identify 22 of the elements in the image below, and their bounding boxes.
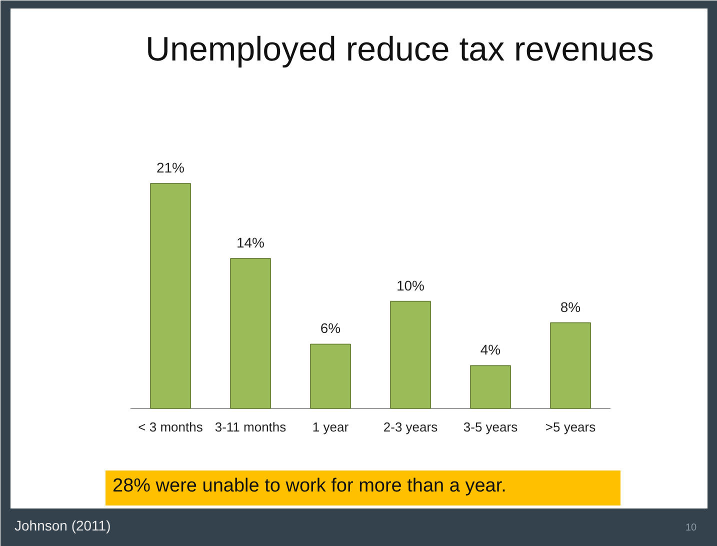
x-tick-label: 2-3 years: [383, 420, 438, 434]
bar: [310, 344, 351, 409]
x-tick-label: < 3 months: [138, 420, 204, 434]
x-tick-label: 1 year: [312, 420, 350, 434]
x-tick-label: 3-11 months: [214, 420, 287, 434]
bar: [470, 365, 511, 409]
text: Johnson (2011): [14, 518, 111, 534]
text: 10: [686, 522, 698, 534]
bar: [150, 183, 191, 409]
data-label: 14%: [236, 234, 265, 250]
text: 28% were unable to work for more than a year.: [112, 476, 506, 496]
x-tick-label: 3-5 years: [463, 420, 518, 434]
bar: [390, 300, 431, 409]
data-label: 21%: [156, 160, 185, 176]
data-label: 10%: [396, 277, 425, 294]
data-label: 6%: [320, 320, 341, 336]
bar: [230, 258, 271, 409]
bar: [550, 322, 591, 409]
x-tick-label: >5 years: [545, 420, 596, 434]
chart-title: Unemployed reduce tax revenues: [146, 30, 654, 68]
data-label: 8%: [560, 298, 581, 315]
data-label: 4%: [480, 342, 501, 358]
